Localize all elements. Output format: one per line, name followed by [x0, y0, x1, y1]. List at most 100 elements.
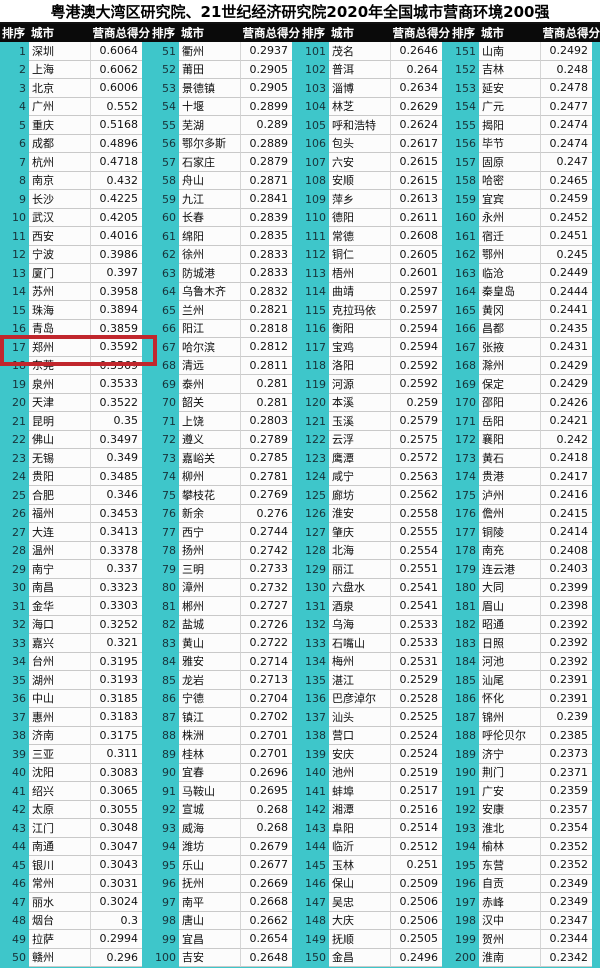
- table-row: 65 兰州 0.2821: [150, 301, 300, 320]
- header-rank: 排序: [2, 26, 25, 40]
- group-gap: [142, 727, 150, 746]
- rank-cell: 81: [162, 599, 176, 613]
- city-cell: 兰州: [179, 301, 241, 320]
- group-gap: [442, 394, 450, 413]
- table-row: 110 德阳 0.2611: [300, 208, 450, 227]
- group-gap: [442, 579, 450, 598]
- city-cell: 岳阳: [479, 412, 541, 431]
- city-cell: 湘潭: [329, 800, 391, 819]
- table-row: 62 徐州 0.2833: [150, 245, 300, 265]
- city-cell: 珠海: [29, 301, 91, 320]
- table-row: 135 湛江 0.2529: [300, 671, 450, 690]
- table-row: 12 宁波 0.3986: [0, 245, 150, 264]
- header-score: 营商总得分: [242, 26, 301, 40]
- group-gap: [442, 357, 450, 376]
- rank-cell: 107: [305, 155, 326, 169]
- city-cell: 镇江: [179, 708, 241, 727]
- group-gap: [592, 394, 600, 413]
- score-cell: 0.3958: [91, 282, 142, 301]
- city-cell: 眉山: [479, 597, 541, 616]
- rank-cell: 95: [162, 858, 176, 872]
- score-cell: 0.3065: [91, 782, 142, 801]
- score-cell: 0.337: [91, 560, 142, 579]
- table-row: 52 莆田 0.2905: [150, 60, 300, 79]
- group-gap: [442, 246, 450, 265]
- rank-cell: 135: [305, 673, 326, 687]
- rank-cell: 166: [455, 322, 476, 336]
- score-cell: 0.2994: [91, 930, 142, 949]
- group-gap: [442, 449, 450, 468]
- score-cell: 0.6006: [91, 79, 142, 98]
- group-gap: [142, 764, 150, 783]
- table-row: 42 太原 0.3055: [0, 800, 150, 819]
- rank-cell: 116: [305, 322, 326, 336]
- table-row: 189 济宁 0.2373: [450, 745, 600, 764]
- score-cell: 0.2841: [241, 190, 292, 209]
- city-cell: 本溪: [329, 393, 391, 412]
- table-row: 23 无锡 0.349: [0, 449, 150, 468]
- header-score: 营商总得分: [392, 26, 451, 40]
- rank-cell: 197: [455, 895, 476, 909]
- score-cell: 0.2722: [241, 634, 292, 653]
- city-cell: 温州: [29, 541, 91, 560]
- table-row: 9 长沙 0.4225: [0, 190, 150, 209]
- rank-cell: 141: [305, 784, 326, 798]
- rank-cell: 150: [305, 951, 326, 965]
- score-cell: 0.2889: [241, 134, 292, 153]
- city-cell: 柳州: [179, 467, 241, 486]
- rank-cell: 59: [162, 192, 176, 206]
- group-gap: [142, 42, 150, 61]
- header-rank: 排序: [302, 26, 325, 40]
- group-gap: [292, 375, 300, 394]
- score-cell: 0.2385: [541, 726, 592, 745]
- score-cell: 0.2554: [391, 541, 442, 560]
- city-cell: 株洲: [179, 726, 241, 745]
- score-cell: 0.2506: [391, 911, 442, 930]
- group-gap: [292, 190, 300, 209]
- table-row: 79 三明 0.2733: [150, 560, 300, 579]
- city-cell: 玉溪: [329, 412, 391, 431]
- group-gap: [292, 690, 300, 709]
- table-row: 169 保定 0.2429: [450, 375, 600, 394]
- group-gap: [442, 412, 450, 431]
- table-row: 45 银川 0.3043: [0, 856, 150, 875]
- rank-group-3: 排序 城市 营商总得分 101 茂名 0.2646 102 普洱 0.264 103 淄博 0.263…: [300, 24, 450, 967]
- table-row: 15 珠海 0.3894: [0, 301, 150, 320]
- score-cell: 0.2654: [241, 930, 292, 949]
- score-cell: 0.2611: [391, 208, 442, 227]
- city-cell: 金华: [29, 597, 91, 616]
- rank-cell: 131: [305, 599, 326, 613]
- score-cell: 0.2879: [241, 153, 292, 172]
- score-cell: 0.2474: [541, 134, 592, 153]
- table-row: 41 绍兴 0.3065: [0, 782, 150, 801]
- rank-cell: 126: [305, 507, 326, 521]
- group-gap: [292, 246, 300, 265]
- city-cell: 南京: [29, 171, 91, 190]
- table-row: 120 本溪 0.259: [300, 393, 450, 413]
- table-row: 151 山南 0.2492: [450, 42, 600, 61]
- table-row: 68 清远 0.2811: [150, 356, 300, 375]
- city-cell: 汕头: [329, 708, 391, 727]
- group-gap: [592, 930, 600, 949]
- group-gap: [292, 486, 300, 505]
- city-cell: 拉萨: [29, 930, 91, 949]
- city-cell: 怀化: [479, 689, 541, 708]
- score-cell: 0.2403: [541, 560, 592, 579]
- table-row: 94 潍坊 0.2679: [150, 837, 300, 856]
- score-cell: 0.2392: [541, 615, 592, 634]
- group-gap: [142, 505, 150, 524]
- group-gap: [592, 690, 600, 709]
- table-row: 113 梧州 0.2601: [300, 264, 450, 283]
- rank-cell: 156: [455, 137, 476, 151]
- score-cell: 0.3303: [91, 597, 142, 616]
- group-gap: [442, 634, 450, 653]
- table-row: 181 眉山 0.2398: [450, 597, 600, 616]
- group-gap: [142, 912, 150, 931]
- score-cell: 0.2702: [241, 708, 292, 727]
- table-row: 130 六盘水 0.2541: [300, 578, 450, 598]
- city-cell: 东莞: [29, 356, 91, 375]
- table-row: 26 福州 0.3453: [0, 504, 150, 524]
- city-cell: 滁州: [479, 356, 541, 375]
- rank-cell: 165: [455, 303, 476, 317]
- group-gap: [442, 856, 450, 875]
